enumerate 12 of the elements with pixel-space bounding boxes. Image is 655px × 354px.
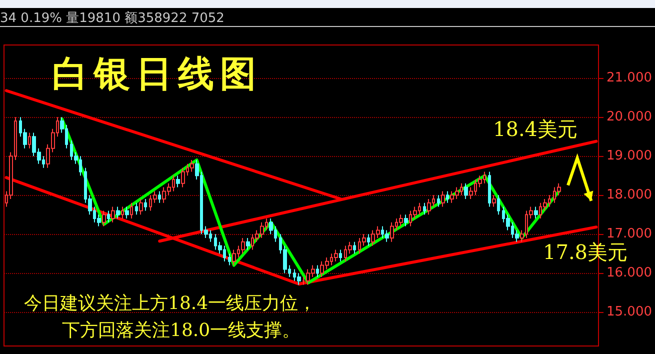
y-tick-label: 19.000 [606,148,652,164]
chart-subtitle: 34 0.19% 量19810 额358922 7052 [0,10,224,27]
y-tick-label: 21.000 [606,70,652,86]
annotation: 今日建议关注上方18.4一线压力位， [24,292,316,315]
y-tick-label: 17.000 [606,226,652,242]
y-tick-label: 20.000 [606,110,652,125]
annotation: 18.4美元 [493,116,578,143]
chart-title: 白银日线图 [52,52,262,97]
y-tick-label: 15.000 [606,304,652,320]
y-tick-label: 18.000 [606,188,652,203]
annotation: 下方回落关注18.0一线支撑。 [62,319,300,342]
y-tick-label: 16.000 [606,266,652,281]
